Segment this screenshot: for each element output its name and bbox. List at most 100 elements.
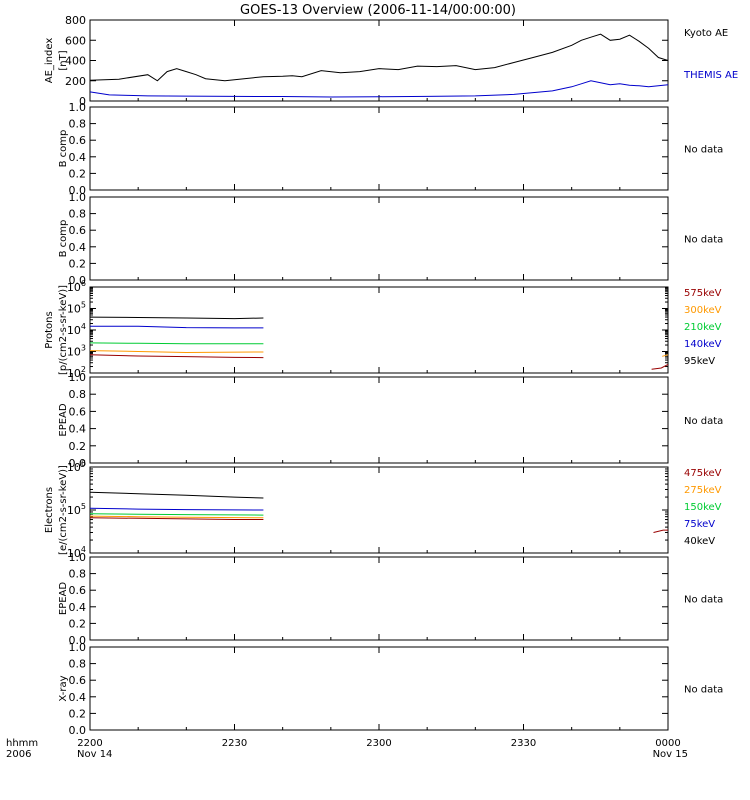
panel-xray: 0.0 0.2 0.4 0.6 0.8 1.0 X-ray No data [58,641,723,737]
y-tick-label: 0 [79,95,86,108]
y-axis-label: [nT] [58,50,69,70]
series-line-themis-ae [89,80,669,98]
y-axis-label: B comp [58,220,69,258]
legend-entry: 95keV [684,356,715,367]
no-data-label: No data [684,416,723,427]
y-tick-label: 0.6 [69,405,87,418]
panel-protons: 102 103 104 105 106 Protons [p/(cm2-s-sr-keV)]… [44,279,722,380]
legend-entry: 475keV [684,468,722,479]
y-tick-label: 0.4 [69,601,87,614]
y-axis-label: [p/(cm2-s-sr-keV)] [58,285,69,375]
no-data-label: No data [684,145,723,156]
series-line-300kev [89,350,264,354]
y-tick-label: 200 [65,75,86,88]
y-tick-label: 106 [67,279,86,294]
y-tick-label: 0.6 [69,134,87,147]
y-tick-label: 1.0 [69,551,87,564]
y-tick-label: 0.8 [69,118,87,131]
series-line-150kev [89,513,264,516]
y-tick-label: 105 [67,502,86,517]
x-tick-label: Nov 15 [653,749,688,760]
y-tick-label: 600 [65,34,86,47]
series-line-95kev [89,316,264,320]
legend-entry: 40keV [684,536,715,547]
series-line-140kev [90,325,264,329]
y-tick-label: 104 [67,545,86,560]
legend-entry: Kyoto AE [684,28,728,39]
y-tick-label: 800 [65,14,86,27]
x-tick-label: 2230 [222,738,247,749]
series-line-475kev [89,517,264,520]
y-axis-label: AE_index [44,38,55,84]
panel-bcomp2: 0.0 0.2 0.4 0.6 0.8 1.0 B comp No data [58,191,723,287]
x-tick-label: 2330 [511,738,536,749]
panel-frame [89,646,669,731]
y-tick-label: 0.0 [69,184,87,197]
y-tick-label: 0.2 [69,617,87,630]
panel-frame [89,286,669,374]
series-line-275kev [89,515,264,519]
legend-entry: 300keV [684,305,722,316]
y-tick-label: 0.8 [69,658,87,671]
panel-frame [89,106,669,191]
y-tick-label: 104 [67,322,86,337]
panel-epead2: 0.0 0.2 0.4 0.6 0.8 1.0 EPEAD No data [58,551,723,647]
series-line-75kev [89,507,264,511]
y-tick-label: 0.0 [69,274,87,287]
y-axis-label: Electrons [44,487,55,533]
y-tick-label: 0.8 [69,388,87,401]
y-axis-label: [e/(cm2-s-sr-keV)] [58,465,69,555]
y-tick-label: 0.0 [69,724,87,737]
legend-entry: 150keV [684,502,722,513]
y-tick-label: 0.2 [69,440,87,453]
y-tick-label: 0.2 [69,167,87,180]
y-tick-label: 103 [67,344,86,359]
figure-title: GOES-13 Overview (2006-11-14/00:00:00) [240,3,516,18]
y-axis-label: X-ray [58,675,69,701]
series-line-40kev [89,491,264,499]
x-tick-label: 0000 [655,738,680,749]
panel-ae: 0 200 400 600 800 AE_index [nT] Kyoto AE THEMIS … [44,14,738,108]
no-data-label: No data [684,235,723,246]
y-tick-label: 1.0 [69,641,87,654]
y-tick-label: 0.0 [69,457,87,470]
y-tick-label: 1.0 [69,191,87,204]
series-line-210kev [89,342,264,345]
y-tick-label: 106 [67,459,86,474]
y-tick-label: 0.4 [69,423,87,436]
y-axis-label: EPEAD [58,582,69,616]
series-line-475kev [653,529,668,533]
panel-stack: 0 200 400 600 800 AE_index [nT] Kyoto AE THEMIS … [44,14,738,737]
y-axis-label: Protons [44,311,55,348]
series-line-575kev [89,354,264,359]
legend-entry: 575keV [684,288,722,299]
no-data-label: No data [684,595,723,606]
legend-entry: 275keV [684,485,722,496]
y-axis-label: B comp [58,130,69,168]
y-tick-label: 0.2 [69,257,87,270]
y-tick-label: 0.6 [69,584,87,597]
x-tick-label: Nov 14 [77,749,112,760]
panel-frame [89,19,669,102]
no-data-label: No data [684,685,723,696]
x-axis-corner-label: hhmm [6,738,38,749]
panel-bcomp1: 0.0 0.2 0.4 0.6 0.8 1.0 B comp No data [58,101,723,197]
y-tick-label: 1.0 [69,371,87,384]
y-tick-label: 0.8 [69,568,87,581]
y-tick-label: 0.4 [69,241,87,254]
y-tick-label: 400 [65,55,86,68]
y-axis-label: EPEAD [58,403,69,437]
legend-entry: THEMIS AE [683,70,738,81]
y-tick-label: 0.4 [69,691,87,704]
y-tick-label: 1.0 [69,101,87,114]
series-line-300kev [662,354,669,357]
y-tick-label: 0.6 [69,224,87,237]
panel-electrons: 104 105 106 Electrons [e/(cm2-s-sr-keV)] 475k… [44,459,722,560]
panel-frame [89,376,669,464]
y-tick-label: 102 [67,365,86,380]
y-tick-label: 0.0 [69,634,87,647]
panel-frame [89,556,669,641]
y-tick-label: 0.2 [69,707,87,720]
